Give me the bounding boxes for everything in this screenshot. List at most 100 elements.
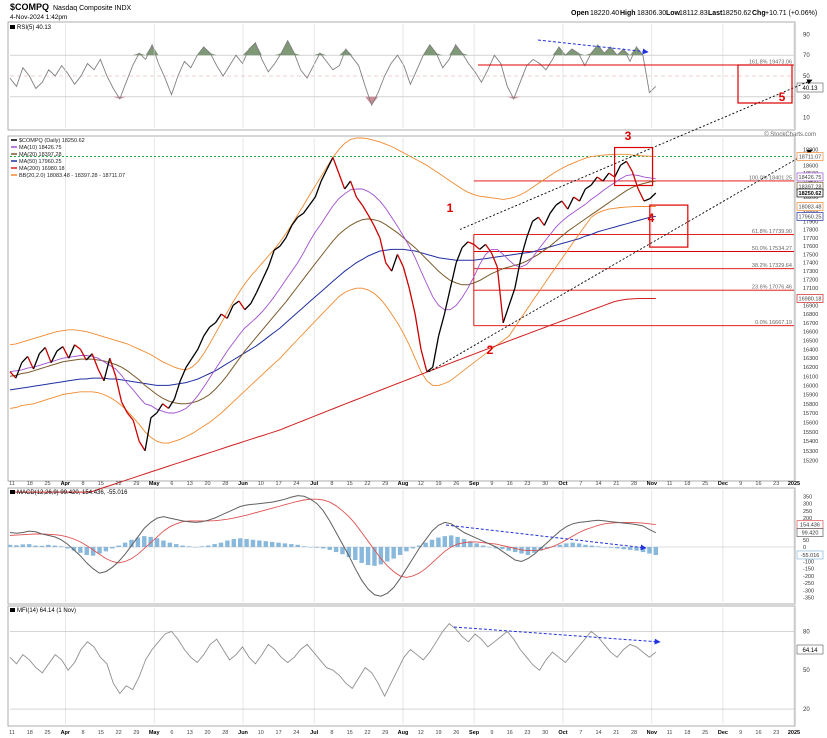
wave-labels: 1 2 3 4 5 bbox=[447, 90, 786, 357]
macd-histogram-bar bbox=[314, 547, 320, 548]
price-segment bbox=[162, 403, 169, 409]
date-tick-label-bottom: Jun bbox=[238, 730, 248, 736]
date-tick-label: 30 bbox=[542, 481, 548, 487]
rsi-tick-label: 30 bbox=[803, 95, 810, 101]
date-tick-label: 23 bbox=[773, 481, 779, 487]
mfi-legend-swatch bbox=[10, 608, 15, 612]
price-tick-label: 15400 bbox=[803, 439, 818, 445]
price-tick-label: 16500 bbox=[803, 338, 818, 344]
macd-histogram-bar bbox=[250, 539, 256, 547]
price-tick-label: 17700 bbox=[803, 236, 818, 242]
price-segment bbox=[167, 398, 175, 409]
date-tick-label: 15 bbox=[347, 481, 353, 487]
price-segment bbox=[649, 192, 657, 200]
price-segment bbox=[437, 313, 446, 337]
price-segment bbox=[596, 176, 604, 182]
price-segment bbox=[214, 313, 222, 324]
macd-histogram-bar bbox=[26, 544, 32, 547]
price-segment bbox=[455, 247, 463, 263]
price-segment bbox=[508, 287, 516, 306]
price-segment bbox=[303, 204, 310, 214]
macd-histogram-bar bbox=[180, 545, 185, 547]
date-tick-label-bottom: 16 bbox=[755, 730, 761, 736]
price-segment bbox=[543, 212, 551, 226]
price-tick-label: 16800 bbox=[803, 312, 818, 318]
date-tick-label: 25 bbox=[44, 481, 50, 487]
date-tick-label-bottom: 28 bbox=[222, 730, 228, 736]
price-segment bbox=[238, 300, 246, 311]
price-segment bbox=[15, 362, 23, 379]
macd-histogram-bar bbox=[46, 544, 51, 547]
macd-histogram-bar bbox=[653, 547, 659, 555]
date-tick-label: 2025 bbox=[788, 481, 800, 487]
macd-histogram-bar bbox=[237, 538, 243, 547]
macd-histogram-bar bbox=[333, 547, 339, 553]
price-segment bbox=[567, 196, 575, 210]
price-tick-label: 18200 bbox=[803, 195, 818, 201]
price-segment bbox=[21, 355, 29, 364]
macd-histogram-bar bbox=[276, 542, 281, 547]
macd-histogram-bar bbox=[97, 547, 102, 554]
macd-histogram-bar bbox=[570, 542, 575, 547]
price-segment bbox=[585, 184, 592, 190]
price-tick-label: 15700 bbox=[803, 411, 818, 417]
macd-histogram-bar bbox=[436, 537, 441, 547]
date-tick-label: 29 bbox=[133, 481, 139, 487]
wave-4-box bbox=[649, 204, 689, 248]
price-segment bbox=[132, 420, 140, 442]
price-tick-label: 16700 bbox=[803, 321, 818, 327]
macd-histogram-bar bbox=[589, 545, 595, 547]
mfi-title: MFI(14) 64.14 (1 Nov) bbox=[17, 608, 76, 614]
date-tick-label-bottom: 17 bbox=[276, 730, 282, 736]
macd-histogram-bar bbox=[359, 547, 364, 563]
price-right-box bbox=[796, 172, 824, 182]
macd-histogram-bar bbox=[596, 546, 601, 547]
price-segment bbox=[56, 346, 64, 352]
price-segment bbox=[344, 180, 352, 190]
macd-right-box bbox=[796, 528, 824, 537]
macd-tick-label: 350 bbox=[803, 494, 812, 500]
price-tick-label: 17200 bbox=[803, 278, 818, 284]
price-segment bbox=[549, 204, 557, 214]
chg-value: +10.71 (+0.06%) bbox=[765, 10, 817, 17]
macd-histogram-bar bbox=[65, 547, 70, 549]
macd-histogram-bar bbox=[615, 547, 620, 549]
open-value: 18220.40 bbox=[590, 10, 619, 17]
wave-label-4: 4 bbox=[648, 211, 655, 225]
date-tick-label-bottom: 22 bbox=[364, 730, 370, 736]
date-tick-label: 11 bbox=[9, 481, 15, 487]
macd-histogram-bar bbox=[52, 545, 57, 547]
macd-histogram-bar bbox=[90, 547, 96, 556]
date-tick-label: 20 bbox=[204, 481, 210, 487]
rsi-oversold-fill bbox=[10, 96, 656, 106]
price-right-label: 18711.07 bbox=[799, 155, 822, 161]
chart-header: $COMPQ Nasdaq Composite INDX 4-Nov-2024 … bbox=[10, 2, 817, 138]
macd-histogram-bar bbox=[148, 536, 153, 547]
macd-tick-label: 50 bbox=[803, 538, 809, 544]
date-axis: 11 11 18 18 25 25 Apr Apr 8 8 15 15 22 22 29 29 May May 6 6… bbox=[9, 481, 800, 736]
date-tick-label: 25 bbox=[702, 481, 708, 487]
date-tick-label: Jul bbox=[310, 481, 318, 487]
legend-entry: MA(200) 16980.18 bbox=[19, 166, 65, 172]
macd-right-box bbox=[796, 550, 824, 560]
price-tick-label: 16400 bbox=[803, 347, 818, 353]
date-tick-label: 11 bbox=[667, 481, 673, 487]
macd-histogram-bar bbox=[154, 538, 160, 547]
date-tick-label-bottom: Dec bbox=[718, 730, 728, 736]
price-segment bbox=[485, 244, 492, 254]
price-segment bbox=[608, 172, 616, 178]
price-segment bbox=[490, 252, 498, 268]
price-grid bbox=[65, 24, 795, 724]
macd-histogram-bar bbox=[365, 547, 371, 566]
price-segment bbox=[185, 357, 193, 368]
date-tick-label-bottom: 29 bbox=[133, 730, 139, 736]
price-segment bbox=[326, 157, 334, 170]
date-tick-label-bottom: 15 bbox=[98, 730, 104, 736]
date-tick-label: 19 bbox=[435, 481, 441, 487]
index-name: Nasdaq Composite INDX bbox=[53, 5, 132, 12]
macd-histogram bbox=[7, 535, 659, 566]
legend-entry: MA(50) 17960.25 bbox=[19, 159, 62, 165]
price-segment bbox=[532, 216, 539, 222]
